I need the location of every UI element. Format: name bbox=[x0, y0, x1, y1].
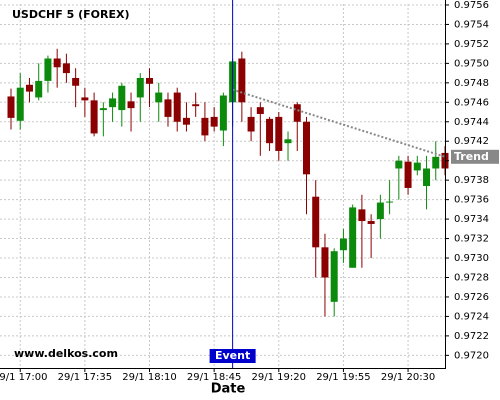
candle-body bbox=[330, 251, 338, 302]
candle-body bbox=[349, 207, 357, 268]
candle-body bbox=[155, 92, 163, 103]
candle-body bbox=[146, 77, 154, 84]
candle-body bbox=[53, 58, 61, 68]
y-tick-label: 0.9754 bbox=[454, 19, 489, 30]
candle-body bbox=[404, 161, 412, 188]
candle-body bbox=[339, 238, 347, 251]
watermark: www.delkos.com bbox=[14, 347, 118, 360]
y-tick-label: 0.9734 bbox=[454, 214, 489, 225]
candle-body bbox=[16, 87, 24, 121]
candle-body bbox=[219, 95, 227, 131]
candle-body bbox=[256, 107, 264, 114]
candle-body bbox=[72, 77, 80, 86]
trend-label: Trend bbox=[454, 150, 489, 163]
candle-body bbox=[44, 58, 52, 81]
candle-body bbox=[127, 101, 135, 109]
x-tick-label: 29/1 19:55 bbox=[316, 372, 370, 383]
candle-body bbox=[182, 117, 190, 125]
x-axis-title: Date bbox=[211, 382, 246, 397]
candle-body bbox=[284, 139, 292, 144]
y-tick-label: 0.9738 bbox=[454, 175, 489, 186]
chart-title: USDCHF 5 (FOREX) bbox=[12, 8, 129, 21]
y-tick-label: 0.9756 bbox=[454, 0, 489, 11]
y-tick-label: 0.9726 bbox=[454, 292, 489, 303]
candle-body bbox=[210, 116, 218, 127]
candle-body bbox=[201, 117, 209, 136]
candle-body bbox=[293, 104, 301, 122]
candle-body bbox=[109, 98, 117, 108]
candle-body bbox=[238, 58, 246, 103]
candle-body bbox=[81, 97, 89, 101]
y-tick-label: 0.9728 bbox=[454, 272, 489, 283]
candle-body bbox=[173, 92, 181, 122]
candle-body bbox=[423, 168, 431, 186]
x-tick-label: 29/1 17:00 bbox=[0, 372, 47, 383]
candle-body bbox=[358, 209, 366, 222]
x-tick-label: 29/1 18:45 bbox=[187, 372, 241, 383]
y-tick-label: 0.9736 bbox=[454, 195, 489, 206]
y-tick-label: 0.9744 bbox=[454, 117, 489, 128]
candle-body bbox=[90, 100, 98, 134]
y-tick-label: 0.9748 bbox=[454, 78, 489, 89]
candle-body bbox=[164, 99, 172, 117]
candle-body bbox=[118, 85, 126, 111]
candle-body bbox=[35, 80, 43, 98]
y-tick-label: 0.9730 bbox=[454, 253, 489, 264]
trend-label-box bbox=[451, 149, 499, 164]
candle-body bbox=[413, 162, 421, 171]
candle-body bbox=[302, 121, 310, 175]
y-tick-label: 0.9720 bbox=[454, 350, 489, 361]
candle-body bbox=[62, 63, 70, 74]
y-tick-label: 0.9732 bbox=[454, 234, 489, 245]
candle-body bbox=[99, 108, 107, 111]
y-tick-label: 0.9724 bbox=[454, 311, 489, 322]
event-label: Event bbox=[215, 349, 250, 362]
x-tick-label: 29/1 17:35 bbox=[58, 372, 112, 383]
y-tick-label: 0.9742 bbox=[454, 136, 489, 147]
y-tick-label: 0.9750 bbox=[454, 58, 489, 69]
candle-body bbox=[136, 77, 144, 98]
candle-body bbox=[25, 84, 33, 92]
y-tick-label: 0.9722 bbox=[454, 331, 489, 342]
candle-body bbox=[192, 104, 200, 107]
candle-body bbox=[321, 247, 329, 278]
candle-body bbox=[275, 116, 283, 151]
y-tick-label: 0.9752 bbox=[454, 39, 489, 50]
candle-body bbox=[266, 118, 274, 144]
x-tick-label: 29/1 20:30 bbox=[381, 372, 435, 383]
candle-body bbox=[395, 160, 403, 169]
candle-body bbox=[386, 201, 394, 203]
event-label-box bbox=[209, 349, 256, 363]
x-tick-label: 29/1 18:10 bbox=[122, 372, 176, 383]
y-tick-label: 0.9746 bbox=[454, 97, 489, 108]
candle-body bbox=[312, 196, 320, 248]
candle-body bbox=[432, 156, 440, 169]
x-tick-label: 29/1 19:20 bbox=[252, 372, 306, 383]
candle-body bbox=[247, 116, 255, 132]
candle-body bbox=[367, 221, 375, 224]
trend-line bbox=[232, 88, 446, 158]
candle-body bbox=[7, 96, 15, 118]
candle-body bbox=[376, 202, 384, 220]
